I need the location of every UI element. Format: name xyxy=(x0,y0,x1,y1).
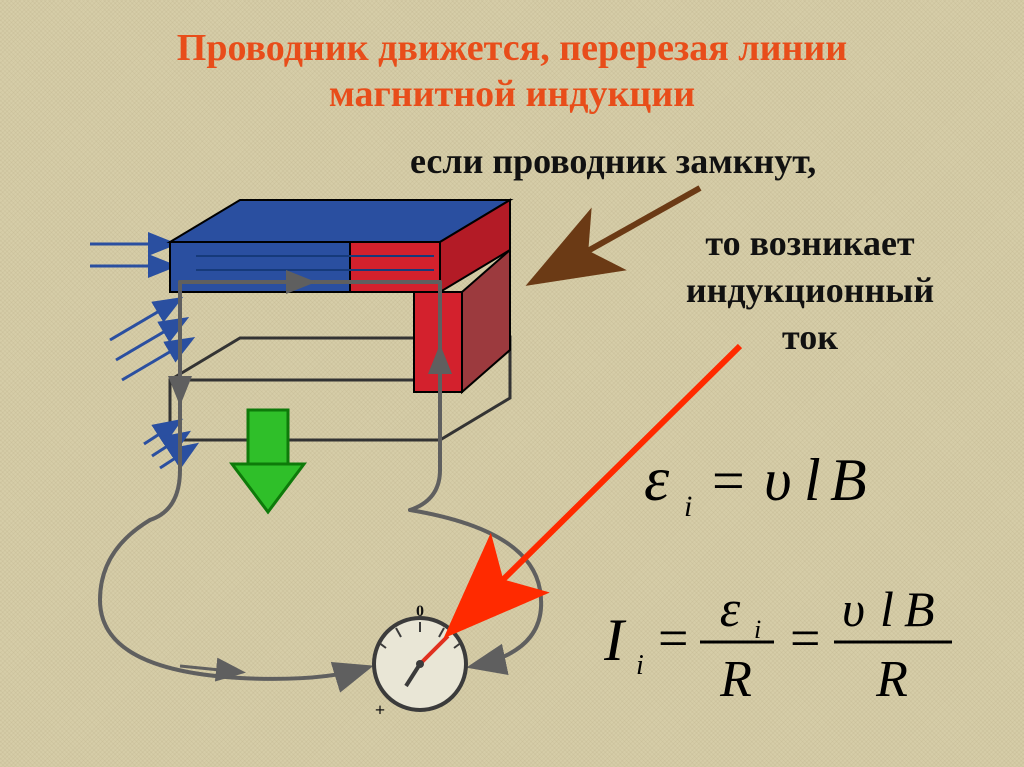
svg-text:I: I xyxy=(604,607,627,673)
motion-arrow-icon xyxy=(232,410,304,512)
callout-line-3: ток xyxy=(782,317,838,357)
current-arrows xyxy=(180,282,440,672)
gauge-plus-label: + xyxy=(375,700,385,720)
svg-text:l: l xyxy=(880,581,894,637)
page-title: Проводник движется, перерезая линии магн… xyxy=(0,26,1024,117)
svg-text:i: i xyxy=(684,490,692,523)
physics-diagram: 0 + xyxy=(60,170,580,730)
svg-text:i: i xyxy=(636,650,644,681)
svg-text:=: = xyxy=(712,448,745,513)
diagram-svg: 0 + xyxy=(60,170,580,730)
title-line-2: магнитной индукции xyxy=(329,73,695,115)
svg-text:l: l xyxy=(804,447,821,513)
galvanometer-icon: 0 + xyxy=(374,603,466,720)
svg-text:ε: ε xyxy=(644,443,670,514)
gauge-zero-label: 0 xyxy=(416,603,424,620)
svg-text:i: i xyxy=(754,615,761,644)
svg-text:υ: υ xyxy=(764,447,792,513)
formula-svg: ε i = υ l B I i = ε i R = υ l B R xyxy=(604,430,984,730)
callout-line-1: то возникает xyxy=(705,223,914,263)
title-line-1: Проводник движется, перерезая линии xyxy=(177,27,847,69)
svg-text:ε: ε xyxy=(720,581,741,638)
svg-text:υ: υ xyxy=(842,581,865,637)
callout-text: то возникает индукционный ток xyxy=(630,220,990,360)
svg-text:R: R xyxy=(875,651,908,708)
callout-line-2: индукционный xyxy=(686,270,934,310)
svg-text:=: = xyxy=(658,608,688,668)
magnet-upper-jaw xyxy=(170,200,510,292)
formula-block: ε i = υ l B I i = ε i R = υ l B R xyxy=(604,430,984,735)
svg-text:B: B xyxy=(830,447,867,513)
svg-text:R: R xyxy=(719,651,752,708)
svg-text:=: = xyxy=(790,608,820,668)
svg-text:B: B xyxy=(904,581,935,637)
